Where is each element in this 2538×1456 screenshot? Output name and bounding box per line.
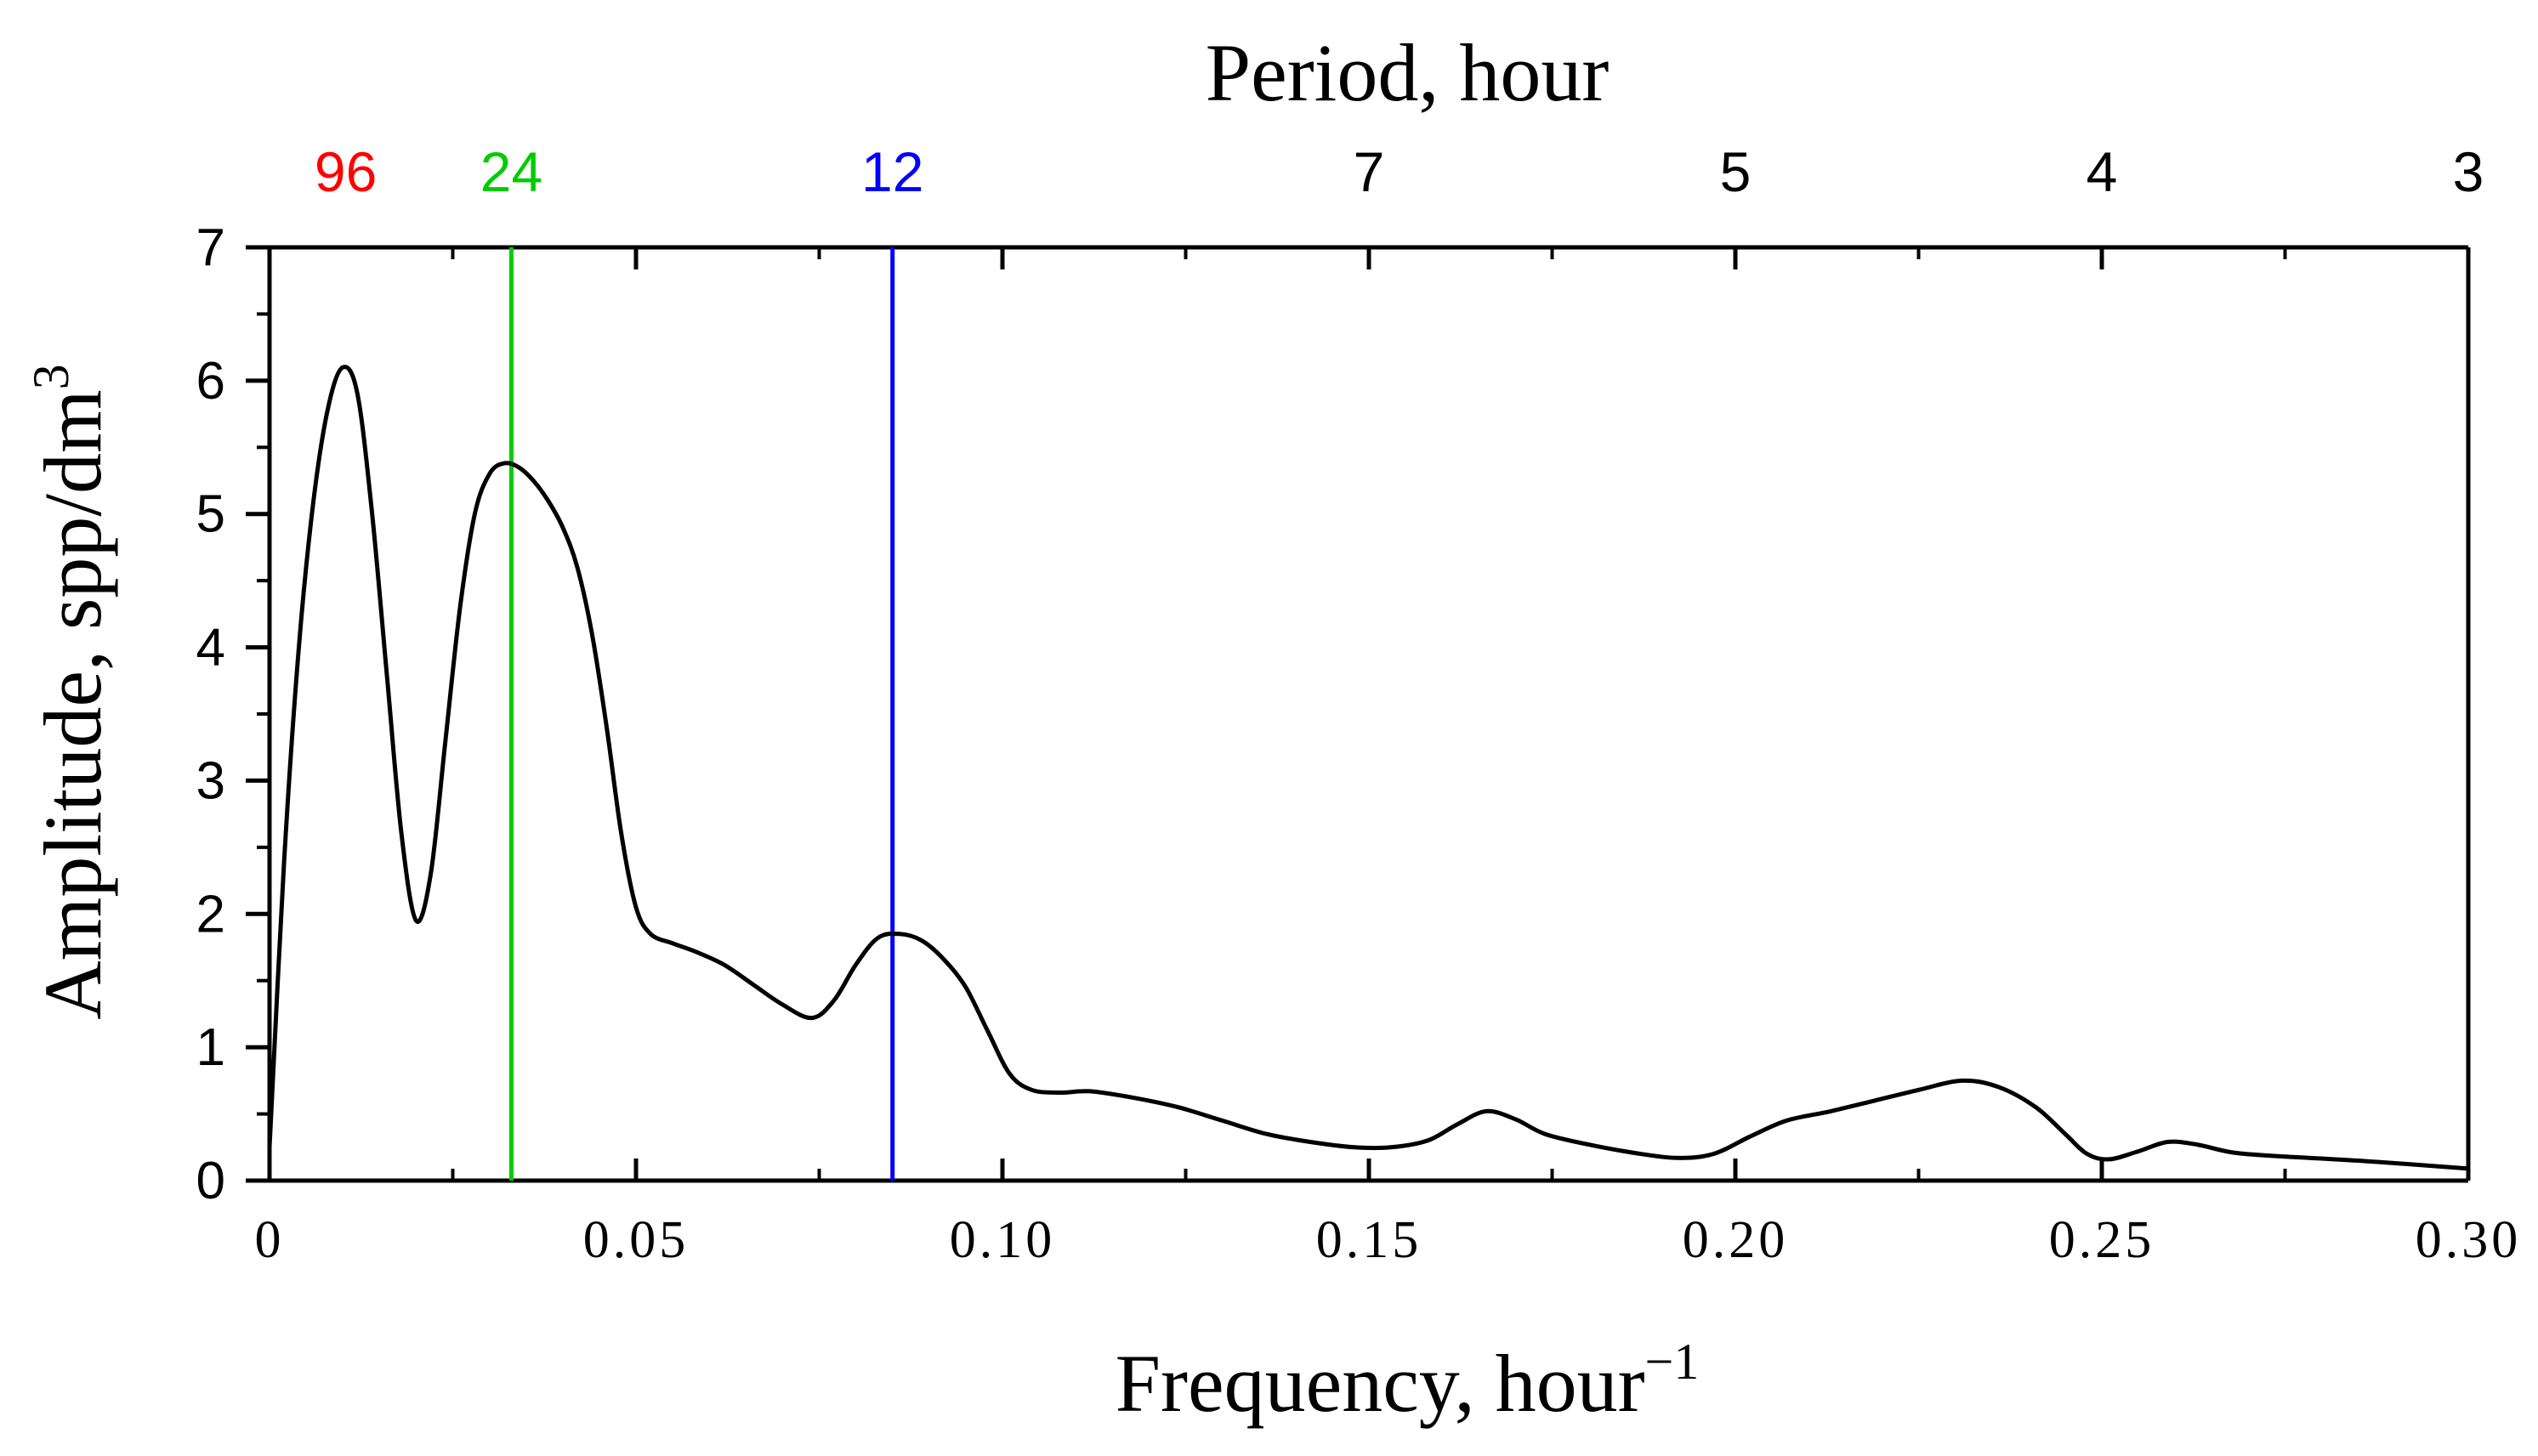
data-point <box>327 407 328 408</box>
data-point <box>922 940 923 941</box>
period-label-12: 12 <box>861 140 923 203</box>
y-tick-label: 5 <box>196 485 225 544</box>
data-point <box>2138 1151 2139 1152</box>
data-point <box>650 933 651 934</box>
period-label-96: 96 <box>315 140 377 203</box>
data-point <box>1222 1120 1223 1121</box>
data-point <box>1134 1097 1135 1098</box>
x-tick-label: 0.10 <box>950 1211 1056 1269</box>
data-point <box>577 567 578 568</box>
x-axis-title-sup: −1 <box>1645 1334 1700 1390</box>
data-point <box>298 647 299 648</box>
data-point <box>562 527 563 528</box>
x-tick-label: 0.15 <box>1316 1211 1422 1269</box>
data-point <box>430 874 431 875</box>
data-point <box>1999 1087 2000 1088</box>
data-point <box>592 633 593 634</box>
data-point <box>1786 1120 1787 1121</box>
data-point <box>1588 1144 1589 1145</box>
data-point <box>503 463 504 464</box>
x-tick-label: 0 <box>255 1211 285 1269</box>
amplitude-spectrum-line <box>267 365 2469 1171</box>
data-point <box>1544 1134 1545 1135</box>
data-point <box>1266 1134 1267 1135</box>
y-tick-label: 4 <box>196 619 225 677</box>
data-point <box>944 959 945 960</box>
data-point <box>401 834 402 835</box>
data-point <box>1485 1111 1486 1112</box>
x-tick-label: 0.25 <box>2049 1211 2155 1269</box>
data-point <box>752 984 753 985</box>
period-label-5: 5 <box>1720 140 1752 203</box>
data-point <box>1031 1090 1032 1091</box>
y-tick-label: 2 <box>196 885 225 943</box>
data-point <box>987 1031 988 1032</box>
x-axis-title-main: Frequency, hour <box>1116 1338 1645 1429</box>
data-point <box>2064 1134 2065 1135</box>
y-axis-title-sup: 3 <box>23 364 79 389</box>
period-label-4: 4 <box>2087 140 2118 203</box>
x-tick-label: 0.05 <box>583 1211 690 1269</box>
data-point <box>1713 1153 1714 1154</box>
data-point <box>965 987 966 988</box>
x-axis-title: Frequency, hour−1 <box>1116 1334 1700 1429</box>
data-point <box>445 740 446 741</box>
data-point <box>1427 1140 1428 1141</box>
data-point <box>636 907 637 908</box>
data-point <box>1962 1080 1963 1081</box>
data-point <box>1874 1100 1875 1101</box>
data-point <box>694 951 695 952</box>
data-point <box>833 1000 834 1001</box>
y-tick-label: 1 <box>196 1018 225 1077</box>
data-point <box>855 964 856 965</box>
x-tick-label: 0.30 <box>2416 1211 2522 1269</box>
data-point <box>621 834 622 835</box>
period-label-24: 24 <box>480 140 542 203</box>
data-point <box>386 673 387 674</box>
data-point <box>474 513 475 514</box>
period-label-7: 7 <box>1354 140 1385 203</box>
y-axis-title: Amplitude, spp/dm3 <box>23 364 118 1019</box>
data-point <box>2468 1168 2469 1169</box>
data-point <box>1060 1092 1061 1093</box>
data-point <box>1750 1136 1751 1137</box>
top-axis-title: Period, hour <box>1206 27 1610 118</box>
data-point <box>606 727 607 728</box>
x-tick-label: 0.20 <box>1683 1211 1789 1269</box>
data-point <box>460 607 461 608</box>
y-tick-label: 6 <box>196 352 225 411</box>
data-point <box>2358 1160 2359 1161</box>
data-point <box>533 480 534 481</box>
y-tick-label: 0 <box>196 1152 225 1210</box>
data-point <box>284 860 285 861</box>
y-tick-label: 7 <box>196 218 225 277</box>
y-tick-label: 3 <box>196 751 225 810</box>
period-label-3: 3 <box>2453 140 2484 203</box>
data-point <box>2197 1144 2198 1145</box>
data-point <box>1918 1090 1919 1091</box>
data-point <box>811 1017 812 1018</box>
y-axis-title-main: Amplitude, spp/dm <box>27 389 118 1019</box>
data-point <box>343 367 344 368</box>
data-point <box>782 1004 783 1005</box>
data-point <box>1677 1158 1678 1159</box>
data-point <box>489 473 490 474</box>
